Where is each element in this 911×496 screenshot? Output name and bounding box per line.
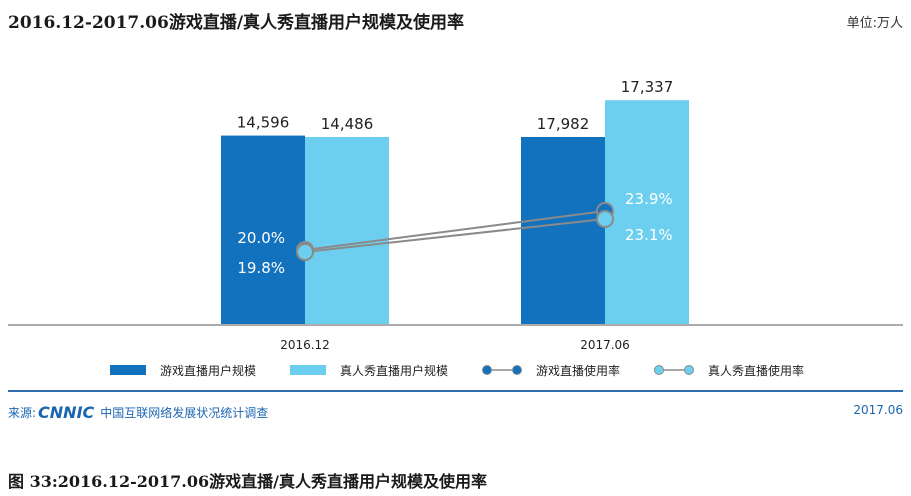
legend-item-show-rate: 真人秀直播使用率 (654, 362, 804, 379)
rate-value-label: 23.9% (625, 190, 673, 208)
legend-label: 游戏直播使用率 (536, 363, 621, 378)
legend-item-game-rate: 游戏直播使用率 (482, 362, 620, 379)
unit-label: 单位:万人 (846, 16, 903, 31)
figure-caption: 图 33:2016.12-2017.06游戏直播/真人秀直播用户规模及使用率 (8, 472, 487, 491)
bar-value-label: 14,486 (321, 115, 374, 133)
legend-item-game-users: 游戏直播用户规模 (110, 362, 256, 379)
game-rate-line-marker (482, 365, 523, 375)
rate-value-label: 19.8% (237, 259, 285, 277)
footer-divider (8, 390, 903, 392)
show-rate-line-marker (654, 365, 695, 375)
rate-value-label: 20.0% (237, 229, 285, 247)
legend-item-show-users: 真人秀直播用户规模 (290, 362, 448, 379)
bar-value-label: 17,982 (537, 115, 590, 133)
point-show-rate (296, 243, 314, 261)
x-tick-label: 2017.06 (580, 338, 630, 352)
cnnic-logo: CNNIC (38, 403, 95, 422)
chart-plot: 14,596 17,982 14,486 17,337 2016.12 2017.06 20… (8, 78, 903, 352)
legend-label: 真人秀直播使用率 (708, 363, 805, 378)
footer-date: 2017.06 (853, 403, 903, 417)
source-text: 中国互联网络发展状况统计调查 (100, 406, 269, 420)
line-show-rate (304, 218, 606, 253)
chart-title: 2016.12-2017.06游戏直播/真人秀直播用户规模及使用率 (8, 13, 465, 33)
point-show-rate (596, 210, 614, 228)
chart-legend: 游戏直播用户规模 真人秀直播用户规模 游戏直播使用率 真人秀直播使用率 (110, 361, 838, 379)
source-prefix: 来源: (8, 406, 37, 420)
bar-game-users (221, 135, 305, 324)
rate-value-label: 23.1% (625, 226, 673, 244)
game-users-swatch (110, 365, 146, 375)
bar-game-users (521, 136, 605, 324)
x-tick-label: 2016.12 (280, 338, 330, 352)
source-line: 来源: CNNIC 中国互联网络发展状况统计调查 (8, 403, 268, 422)
legend-label: 游戏直播用户规模 (160, 363, 257, 378)
show-users-swatch (290, 365, 327, 375)
bar-value-label: 17,337 (621, 78, 674, 96)
bar-value-label: 14,596 (237, 114, 290, 132)
legend-label: 真人秀直播用户规模 (340, 363, 449, 378)
bar-show-users (605, 100, 689, 324)
bar-show-users (305, 136, 389, 324)
line-game-rate (304, 210, 606, 251)
